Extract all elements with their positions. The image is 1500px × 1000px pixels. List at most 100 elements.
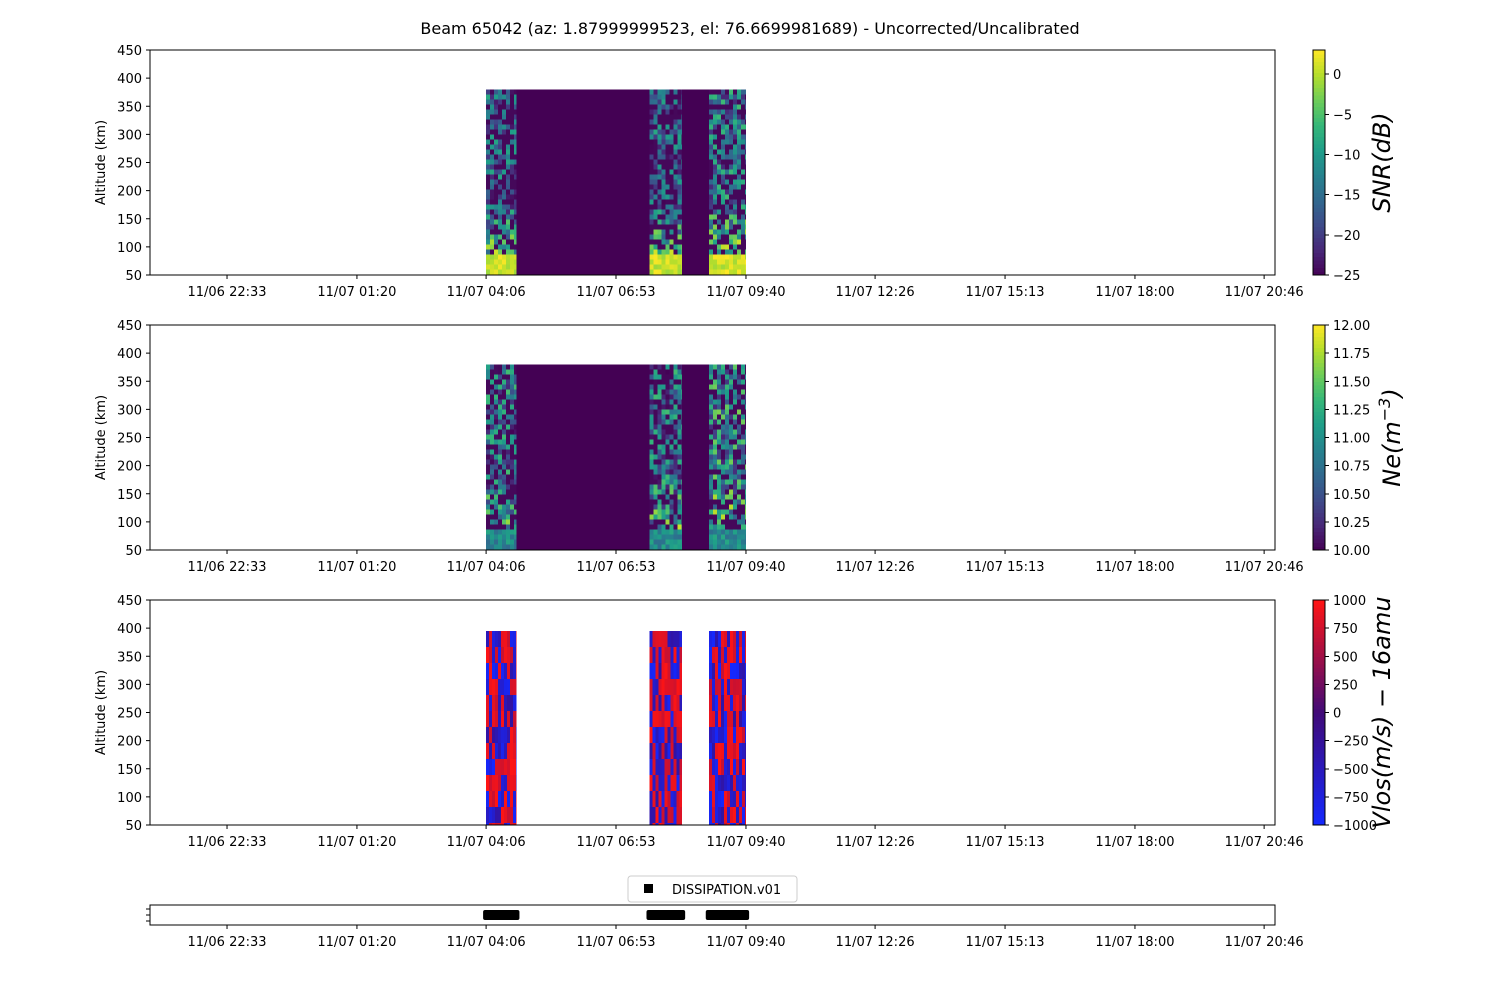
- colorbar-tick-label: 11.00: [1333, 432, 1370, 447]
- colorbar-segment: [1313, 366, 1325, 371]
- heatmap-cell: [740, 209, 745, 215]
- heatmap-cell: [712, 214, 717, 220]
- heatmap-cell: [726, 662, 730, 679]
- heatmap-cell: [673, 444, 678, 450]
- heatmap-cell: [681, 129, 683, 135]
- heatmap-background: [486, 89, 747, 275]
- heatmap-cell: [708, 694, 712, 711]
- heatmap-cell: [724, 419, 729, 425]
- heatmap-cell: [498, 409, 503, 415]
- y-tick-label: 400: [117, 72, 142, 87]
- colorbar-segment: [1313, 735, 1325, 740]
- heatmap-cell: [665, 534, 670, 540]
- heatmap-cell: [661, 179, 666, 185]
- mode-marker-run: [483, 910, 520, 920]
- heatmap-cell: [498, 539, 503, 545]
- heatmap-cell: [506, 114, 511, 120]
- heatmap-cell: [661, 139, 666, 145]
- heatmap-cell: [657, 224, 662, 230]
- heatmap-cell: [665, 109, 670, 115]
- heatmap-cell: [681, 384, 683, 390]
- heatmap-cell: [502, 369, 507, 375]
- heatmap-cell: [661, 209, 666, 215]
- colorbar-segment: [1313, 177, 1325, 182]
- heatmap-cell: [486, 726, 490, 743]
- heatmap-cell: [665, 244, 670, 250]
- heatmap-cell: [744, 474, 747, 480]
- heatmap-cell: [735, 678, 739, 695]
- heatmap-cell: [732, 89, 737, 95]
- heatmap-cell: [667, 726, 671, 743]
- mode-marker-run: [705, 910, 750, 920]
- heatmap-cell: [506, 459, 511, 465]
- colorbar-segment: [1313, 181, 1325, 186]
- heatmap-cell: [667, 742, 671, 759]
- heatmap-cell: [677, 219, 682, 225]
- heatmap-cell: [735, 662, 739, 679]
- heatmap-cell: [661, 499, 666, 505]
- colorbar-segment: [1313, 667, 1325, 672]
- heatmap-cell: [667, 710, 671, 727]
- heatmap-cell: [492, 822, 496, 825]
- heatmap-cell: [494, 389, 499, 395]
- heatmap-cell: [661, 474, 666, 480]
- heatmap-cell: [661, 524, 666, 530]
- heatmap-cell: [506, 169, 511, 175]
- colorbar-segment: [1313, 50, 1325, 55]
- heatmap-cell: [665, 134, 670, 140]
- heatmap-cell: [669, 499, 674, 505]
- colorbar-tick-label: 250: [1333, 678, 1358, 693]
- colorbar-segment: [1313, 151, 1325, 156]
- heatmap-cell: [490, 124, 495, 130]
- heatmap-cell: [740, 214, 745, 220]
- heatmap-cell: [514, 424, 517, 430]
- heatmap-cell: [673, 204, 678, 210]
- heatmap-cell: [653, 469, 658, 475]
- heatmap-cell: [657, 234, 662, 240]
- heatmap-cell: [498, 514, 503, 520]
- heatmap-cell: [712, 244, 717, 250]
- heatmap-cell: [498, 229, 503, 235]
- heatmap-cell: [661, 489, 666, 495]
- colorbar-segment: [1313, 742, 1325, 747]
- heatmap-cell: [728, 524, 733, 530]
- heatmap-cell: [665, 104, 670, 110]
- colorbar-segment: [1313, 538, 1325, 543]
- heatmap-cell: [676, 742, 680, 759]
- heatmap-cell: [728, 269, 733, 275]
- heatmap-cell: [720, 379, 725, 385]
- heatmap-cell: [744, 449, 747, 455]
- heatmap-cell: [653, 109, 658, 115]
- heatmap-cell: [649, 710, 653, 727]
- heatmap-cell: [502, 444, 507, 450]
- heatmap-cell: [653, 449, 658, 455]
- heatmap-cell: [744, 129, 747, 135]
- heatmap-cell: [720, 484, 725, 490]
- heatmap-cell: [498, 694, 502, 711]
- heatmap-cell: [661, 514, 666, 520]
- heatmap-cell: [665, 494, 670, 500]
- heatmap-cell: [711, 742, 715, 759]
- heatmap-cell: [510, 409, 515, 415]
- heatmap-cell: [661, 114, 666, 120]
- chart-title: Beam 65042 (az: 1.87999999523, el: 76.66…: [420, 19, 1079, 38]
- heatmap-cell: [720, 459, 725, 465]
- heatmap-cell: [720, 254, 725, 260]
- heatmap-cell: [494, 454, 499, 460]
- heatmap-cell: [729, 774, 733, 791]
- heatmap-cell: [490, 169, 495, 175]
- heatmap-cell: [510, 239, 515, 245]
- heatmap-cell: [669, 414, 674, 420]
- heatmap-cell: [664, 774, 668, 791]
- heatmap-cell: [649, 539, 654, 545]
- heatmap-cell: [657, 494, 662, 500]
- colorbar-segment: [1313, 690, 1325, 695]
- heatmap-cell: [669, 534, 674, 540]
- heatmap-cell: [676, 694, 680, 711]
- heatmap-cell: [494, 459, 499, 465]
- heatmap-cell: [514, 379, 517, 385]
- heatmap-cell: [653, 509, 658, 515]
- heatmap-cell: [510, 144, 515, 150]
- heatmap-cell: [504, 662, 508, 679]
- heatmap-cell: [728, 499, 733, 505]
